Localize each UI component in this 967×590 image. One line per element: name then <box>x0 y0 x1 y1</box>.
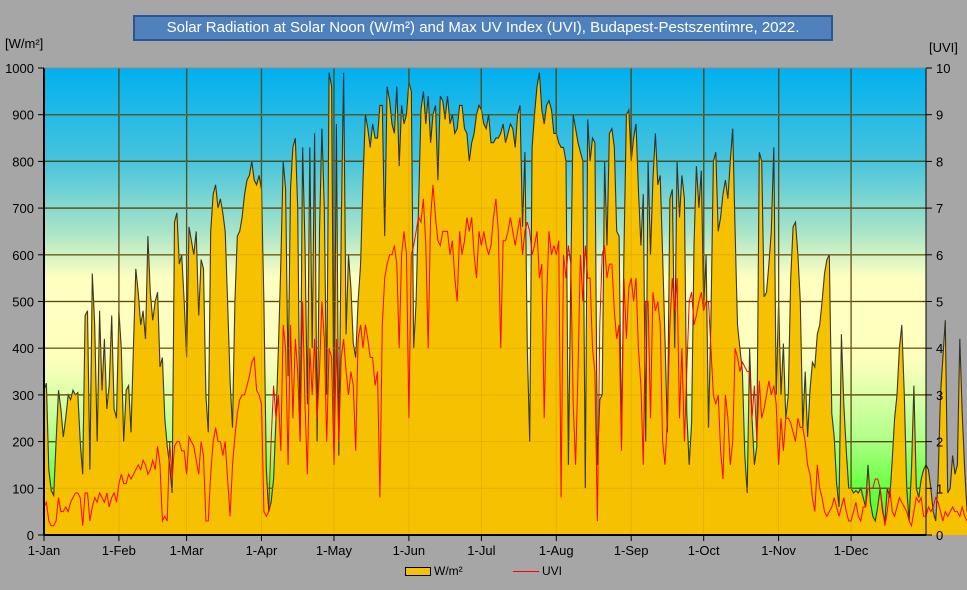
tick-label-x: 1-Feb <box>102 543 136 558</box>
tick-label-left: 900 <box>12 108 34 123</box>
series-line-uvi <box>43 184 967 528</box>
tick-label-left: 100 <box>12 481 34 496</box>
chart-title: Solar Radiation at Solar Noon (W/m²) and… <box>133 15 833 41</box>
series-area-wm2 <box>44 72 967 535</box>
tick-label-left: 1000 <box>5 61 34 76</box>
series-area-edge-wm2 <box>43 72 967 523</box>
tick-label-left: 0 <box>27 528 34 543</box>
legend-label-wm2: W/m² <box>434 564 463 578</box>
tick-label-right: 4 <box>936 341 943 356</box>
tick-label-x: 1-Aug <box>539 543 574 558</box>
tick-label-right: 5 <box>936 295 943 310</box>
tick-label-x: 1-Oct <box>688 543 720 558</box>
tick-label-right: 9 <box>936 108 943 123</box>
tick-label-left: 400 <box>12 341 34 356</box>
right-axis-label: [UVI] <box>929 40 958 55</box>
legend-swatch-line <box>513 571 539 573</box>
tick-label-right: 7 <box>936 201 943 216</box>
tick-label-left: 500 <box>12 295 34 310</box>
legend-item-wm2: W/m² <box>405 564 463 578</box>
tick-label-x: 1-Nov <box>761 543 796 558</box>
legend-label-uvi: UVI <box>542 564 563 578</box>
tick-label-right: 0 <box>936 528 943 543</box>
tick-label-x: 1-Jan <box>28 543 61 558</box>
tick-label-right: 8 <box>936 154 943 169</box>
legend-swatch-area <box>405 567 431 577</box>
tick-label-left: 800 <box>12 154 34 169</box>
legend-item-uvi: UVI <box>513 564 562 578</box>
left-axis-label: [W/m²] <box>5 36 44 51</box>
tick-label-x: 1-Jun <box>393 543 426 558</box>
tick-label-x: 1-Apr <box>246 543 278 558</box>
tick-label-right: 10 <box>936 61 950 76</box>
tick-label-left: 200 <box>12 435 34 450</box>
tick-label-x: 1-Jul <box>467 543 495 558</box>
tick-label-right: 1 <box>936 481 943 496</box>
tick-label-x: 1-Dec <box>834 543 869 558</box>
tick-label-left: 700 <box>12 201 34 216</box>
tick-label-right: 3 <box>936 388 943 403</box>
tick-label-right: 2 <box>936 435 943 450</box>
tick-label-right: 6 <box>936 248 943 263</box>
tick-label-left: 600 <box>12 248 34 263</box>
tick-label-left: 300 <box>12 388 34 403</box>
tick-label-x: 1-Sep <box>614 543 649 558</box>
tick-label-x: 1-May <box>316 543 353 558</box>
tick-label-x: 1-Mar <box>170 543 205 558</box>
